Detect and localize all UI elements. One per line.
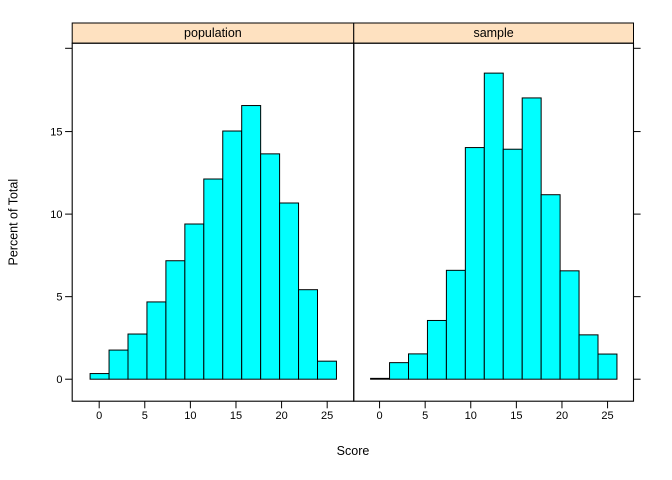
svg-text:Percent of Total: Percent of Total [7, 179, 21, 266]
svg-text:0: 0 [56, 374, 62, 386]
svg-text:25: 25 [321, 410, 333, 422]
svg-text:10: 10 [465, 410, 477, 422]
svg-text:sample: sample [473, 26, 513, 40]
svg-text:Score: Score [337, 444, 370, 458]
svg-text:5: 5 [422, 410, 428, 422]
svg-text:5: 5 [142, 410, 148, 422]
svg-text:0: 0 [96, 410, 102, 422]
svg-text:population: population [184, 26, 242, 40]
svg-text:5: 5 [56, 291, 62, 303]
svg-text:0: 0 [376, 410, 382, 422]
svg-text:25: 25 [601, 410, 613, 422]
svg-text:15: 15 [50, 126, 62, 138]
svg-text:20: 20 [275, 410, 287, 422]
svg-text:20: 20 [556, 410, 568, 422]
svg-text:10: 10 [184, 410, 196, 422]
svg-text:15: 15 [510, 410, 522, 422]
svg-text:15: 15 [230, 410, 242, 422]
svg-text:10: 10 [50, 209, 62, 221]
